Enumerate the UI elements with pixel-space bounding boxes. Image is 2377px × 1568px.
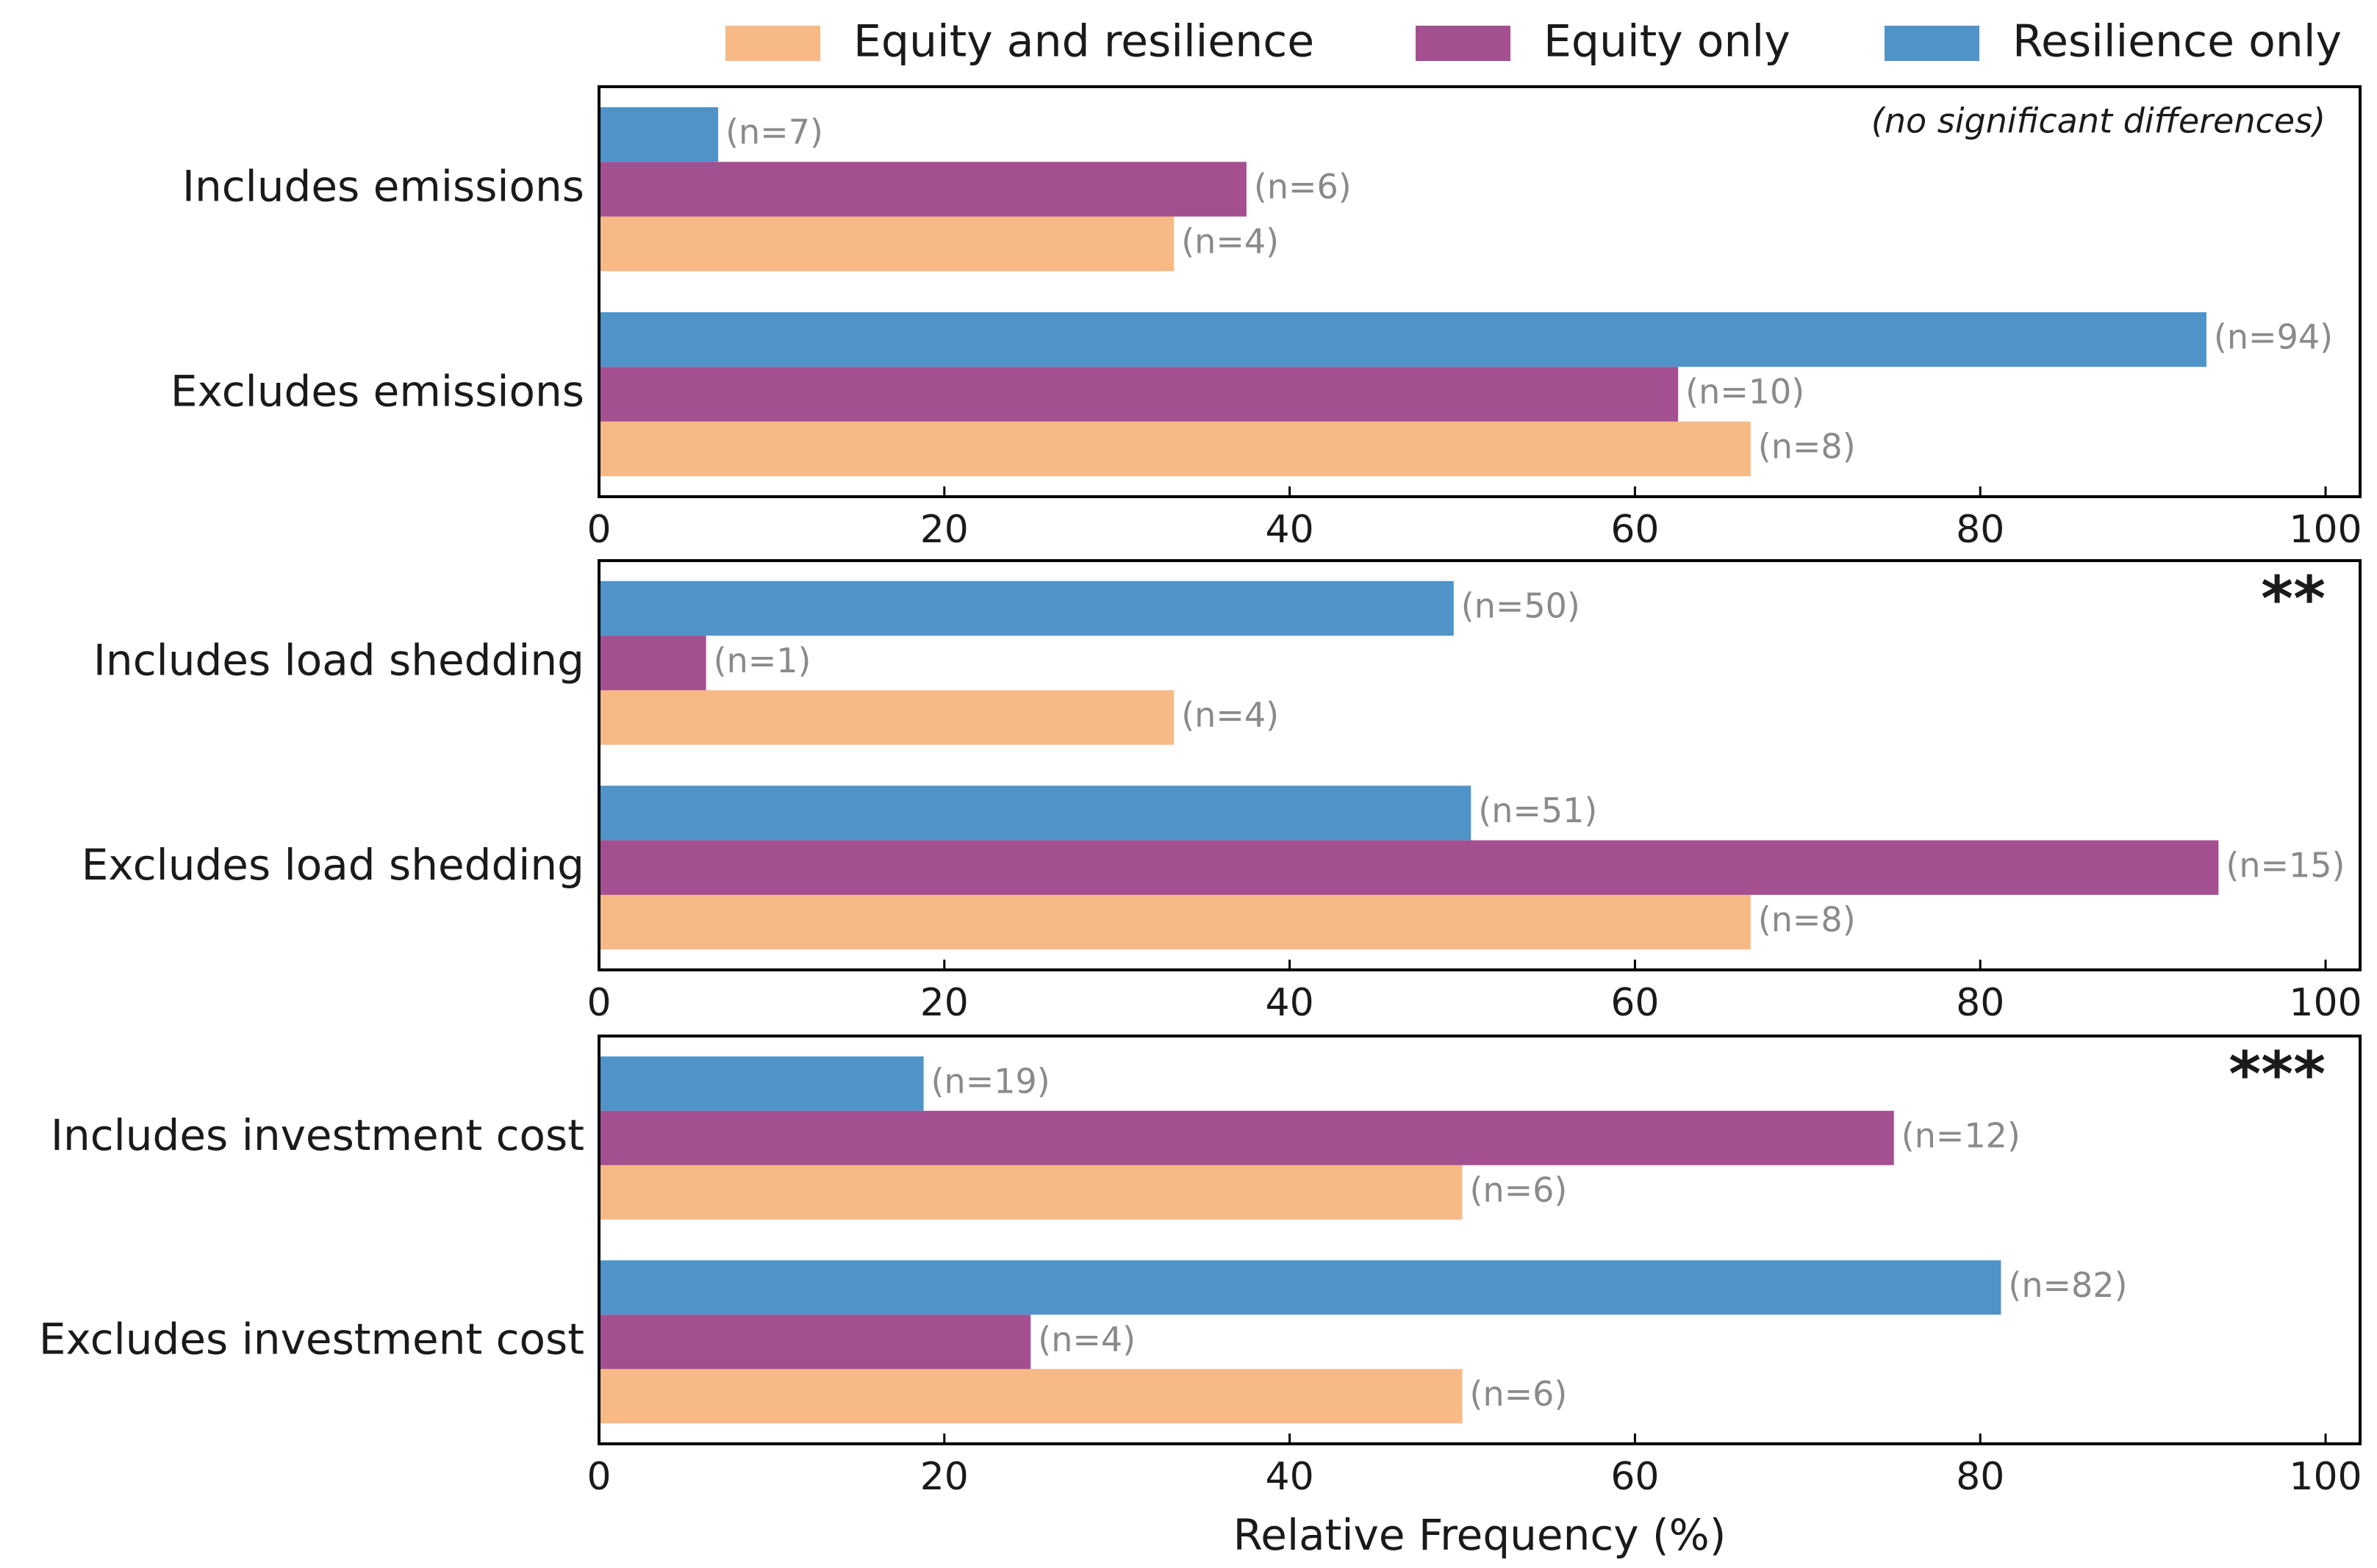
x-tick-label: 20 xyxy=(920,1455,969,1499)
bar xyxy=(599,216,1175,272)
bar xyxy=(599,840,2219,895)
x-tick-label: 0 xyxy=(587,981,611,1025)
bar xyxy=(599,636,706,691)
bar xyxy=(599,785,1471,841)
y-tick-label: Excludes load shedding xyxy=(82,840,584,890)
value-label: (n=1) xyxy=(714,641,811,680)
bar xyxy=(599,1165,1463,1220)
annotation: *** xyxy=(2229,1038,2326,1110)
annotation: ** xyxy=(2261,563,2326,635)
x-tick-label: 100 xyxy=(2289,1455,2362,1499)
bar xyxy=(599,1315,1031,1370)
value-label: (n=6) xyxy=(1254,167,1352,206)
x-tick-label: 20 xyxy=(920,981,969,1025)
plot-frame xyxy=(598,559,2362,971)
x-tick-label: 60 xyxy=(1610,1455,1659,1499)
value-label: (n=94) xyxy=(2214,317,2333,357)
x-axis-label: Relative Frequency (%) xyxy=(1233,1510,1727,1560)
x-tick-label: 40 xyxy=(1266,1455,1314,1499)
x-tick-label: 40 xyxy=(1266,981,1314,1025)
annotation: (no significant differences) xyxy=(1871,101,2326,141)
bar xyxy=(599,107,719,162)
x-tick-label: 80 xyxy=(1956,508,2004,552)
x-tick-label: 0 xyxy=(587,1455,611,1499)
x-tick-label: 0 xyxy=(587,508,611,552)
value-label: (n=8) xyxy=(1758,900,1856,940)
value-label: (n=7) xyxy=(725,112,823,152)
bar xyxy=(599,367,1679,422)
value-label: (n=4) xyxy=(1181,695,1279,735)
bar xyxy=(599,1110,1894,1165)
plot-frame xyxy=(598,1035,2362,1445)
legend-swatch xyxy=(1885,26,1979,61)
value-label: (n=12) xyxy=(1901,1115,2021,1155)
value-label: (n=10) xyxy=(1685,372,1804,411)
legend-swatch xyxy=(1416,26,1510,61)
value-label: (n=19) xyxy=(931,1061,1050,1101)
x-tick-label: 20 xyxy=(920,508,969,552)
bar xyxy=(599,580,1454,636)
bar xyxy=(599,312,2206,367)
bar xyxy=(599,421,1751,477)
value-label: (n=4) xyxy=(1038,1320,1136,1359)
value-label: (n=4) xyxy=(1181,221,1279,261)
value-label: (n=6) xyxy=(1470,1170,1568,1209)
x-tick-label: 100 xyxy=(2289,508,2362,552)
bar xyxy=(599,1260,2001,1315)
y-tick-label: Includes emissions xyxy=(182,162,584,212)
value-label: (n=8) xyxy=(1758,426,1856,466)
bar xyxy=(599,690,1175,745)
y-tick-label: Includes load shedding xyxy=(93,635,584,685)
bar xyxy=(599,1056,924,1111)
x-tick-label: 100 xyxy=(2289,981,2362,1025)
x-tick-label: 60 xyxy=(1610,508,1659,552)
y-tick-label: Excludes emissions xyxy=(171,367,584,417)
legend-label: Equity and resilience xyxy=(853,16,1314,68)
bar xyxy=(599,1369,1463,1424)
value-label: (n=6) xyxy=(1470,1374,1568,1414)
legend-label: Equity only xyxy=(1544,16,1790,68)
y-tick-label: Includes investment cost xyxy=(51,1110,584,1160)
value-label: (n=50) xyxy=(1461,586,1580,625)
plot-frame xyxy=(598,85,2362,498)
x-tick-label: 80 xyxy=(1956,1455,2004,1499)
value-label: (n=51) xyxy=(1478,791,1597,830)
value-label: (n=82) xyxy=(2008,1265,2127,1305)
x-tick-label: 40 xyxy=(1266,508,1314,552)
x-tick-label: 80 xyxy=(1956,981,2004,1025)
bar xyxy=(599,162,1247,217)
legend-swatch xyxy=(725,26,820,61)
bar xyxy=(599,894,1751,950)
x-tick-label: 60 xyxy=(1610,981,1659,1025)
value-label: (n=15) xyxy=(2226,845,2345,885)
y-tick-label: Excludes investment cost xyxy=(39,1314,584,1364)
legend-label: Resilience only xyxy=(2012,16,2342,68)
